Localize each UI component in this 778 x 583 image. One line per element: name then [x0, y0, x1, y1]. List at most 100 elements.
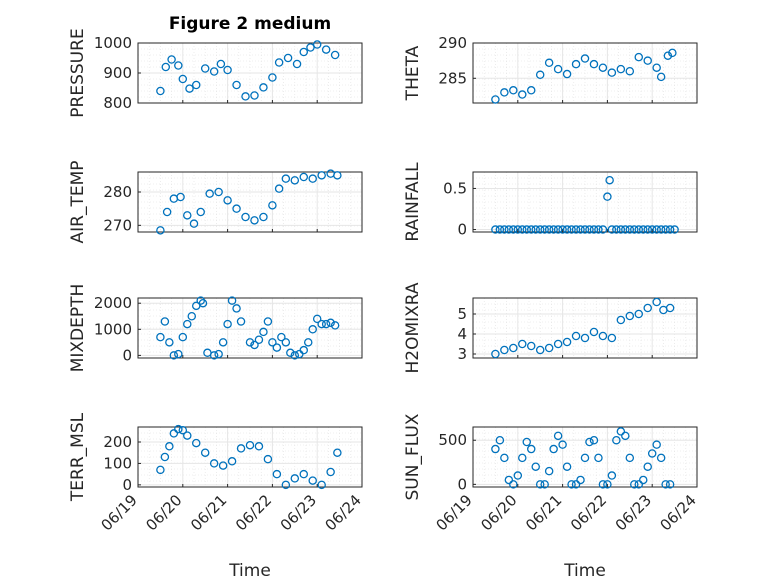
data-point [205, 189, 214, 198]
data-point [232, 204, 241, 213]
data-point [616, 64, 626, 74]
data-point [589, 225, 599, 234]
x-tick-label: 06/22 [567, 491, 610, 534]
data-point [183, 319, 192, 329]
data-point [290, 176, 300, 185]
data-point [227, 296, 237, 305]
data-point [544, 466, 554, 476]
x-tick-label: 06/22 [232, 491, 275, 534]
data-point [589, 435, 599, 445]
data-point [198, 298, 208, 308]
data-point [189, 219, 199, 228]
axes-box [472, 171, 698, 233]
y-tick-label: 270 [103, 216, 132, 234]
data-point [616, 315, 626, 325]
data-point [643, 462, 652, 471]
data-point [558, 440, 567, 449]
data-point [259, 327, 268, 337]
data-point [165, 338, 174, 347]
data-point [491, 349, 500, 359]
data-point [312, 314, 322, 324]
data-point [268, 338, 277, 347]
data-point [594, 225, 603, 234]
data-point [522, 225, 532, 234]
data-point [643, 56, 652, 65]
data-point [535, 70, 545, 80]
data-point [167, 55, 176, 64]
data-point [500, 88, 509, 97]
y-tick-label: 3 [457, 345, 467, 363]
data-point [513, 225, 523, 234]
data-point [567, 480, 576, 489]
y-axis-label: RAINFALL [403, 162, 423, 242]
data-point [634, 52, 644, 62]
data-point [553, 431, 563, 441]
data-point [504, 475, 514, 485]
data-point [330, 50, 340, 60]
data-point [571, 331, 581, 341]
data-point [656, 72, 666, 82]
data-point [214, 349, 223, 359]
data-point [509, 86, 518, 95]
data-point [491, 444, 500, 454]
data-point [509, 480, 518, 489]
data-point [540, 480, 549, 489]
data-point [268, 201, 277, 210]
data-point [299, 47, 309, 57]
data-point [605, 175, 614, 185]
data-point [209, 459, 219, 468]
data-point [589, 59, 599, 69]
data-point [576, 225, 585, 234]
data-point [670, 225, 679, 234]
x-tick-label: 06/19 [433, 491, 476, 534]
data-point [333, 171, 342, 180]
x-tick-label: 06/24 [322, 491, 365, 534]
data-point [634, 480, 644, 489]
data-point [214, 187, 223, 197]
data-point [259, 212, 268, 222]
data-point [283, 53, 293, 63]
data-point [656, 453, 666, 463]
data-point [321, 319, 331, 329]
data-point [245, 440, 255, 450]
y-tick-label: 280 [103, 183, 132, 201]
subplot-mixdepth: 0 1000 2000 MIXDEPTH [68, 284, 363, 372]
data-point [281, 338, 291, 347]
data-point [178, 425, 188, 435]
y-tick-label: 0 [122, 476, 132, 494]
data-point [308, 476, 317, 485]
data-point [526, 86, 536, 95]
data-point [236, 444, 246, 453]
data-point [518, 453, 527, 463]
data-point [571, 59, 581, 69]
y-tick-label: 800 [103, 94, 132, 112]
data-point [281, 480, 291, 490]
data-point [518, 339, 527, 349]
data-point [603, 480, 612, 489]
data-point [665, 303, 675, 313]
data-point [531, 462, 540, 471]
data-point [621, 431, 630, 441]
data-point [598, 63, 608, 72]
y-axis-label: H2OMIXRA [403, 282, 423, 373]
data-point [500, 225, 509, 234]
x-tick-label: 06/20 [142, 491, 185, 534]
data-point [196, 207, 205, 217]
data-point [500, 345, 509, 355]
data-point [223, 196, 232, 205]
data-point [625, 225, 635, 234]
data-point [562, 462, 572, 471]
data-point [661, 480, 670, 489]
data-point [535, 225, 545, 234]
data-point [571, 225, 581, 234]
data-point [544, 58, 554, 68]
y-tick-label: 1000 [94, 34, 132, 52]
y-tick-label: 1000 [94, 320, 132, 338]
data-point [232, 80, 241, 90]
data-point [174, 61, 183, 70]
axes-box [472, 426, 698, 488]
data-point [317, 319, 326, 329]
data-point [183, 431, 192, 440]
data-point [326, 467, 335, 477]
data-point [625, 66, 635, 76]
